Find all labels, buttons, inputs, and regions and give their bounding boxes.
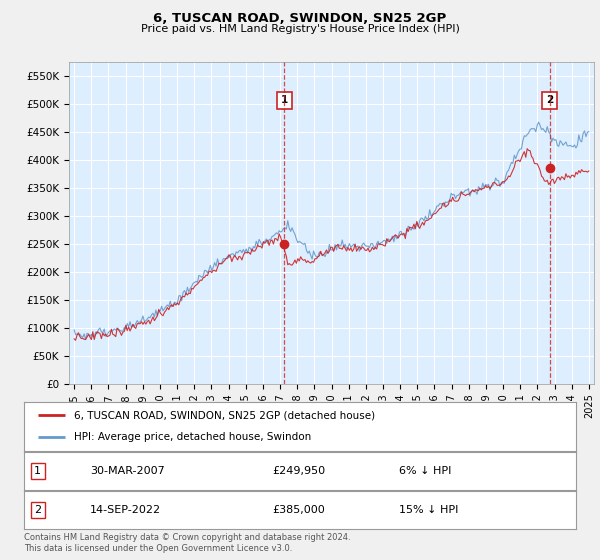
Text: 1: 1 <box>281 95 288 105</box>
Text: 2: 2 <box>34 505 41 515</box>
Text: HPI: Average price, detached house, Swindon: HPI: Average price, detached house, Swin… <box>74 432 311 442</box>
Text: 6, TUSCAN ROAD, SWINDON, SN25 2GP (detached house): 6, TUSCAN ROAD, SWINDON, SN25 2GP (detac… <box>74 410 375 421</box>
Text: £249,950: £249,950 <box>272 466 326 476</box>
Text: 15% ↓ HPI: 15% ↓ HPI <box>400 505 459 515</box>
Text: 2: 2 <box>546 95 553 105</box>
Text: 6% ↓ HPI: 6% ↓ HPI <box>400 466 452 476</box>
Text: 30-MAR-2007: 30-MAR-2007 <box>90 466 165 476</box>
Text: Contains HM Land Registry data © Crown copyright and database right 2024.
This d: Contains HM Land Registry data © Crown c… <box>24 533 350 553</box>
Text: 6, TUSCAN ROAD, SWINDON, SN25 2GP: 6, TUSCAN ROAD, SWINDON, SN25 2GP <box>154 12 446 25</box>
Text: 14-SEP-2022: 14-SEP-2022 <box>90 505 161 515</box>
Text: £385,000: £385,000 <box>272 505 325 515</box>
Text: 1: 1 <box>34 466 41 476</box>
Text: Price paid vs. HM Land Registry's House Price Index (HPI): Price paid vs. HM Land Registry's House … <box>140 24 460 34</box>
